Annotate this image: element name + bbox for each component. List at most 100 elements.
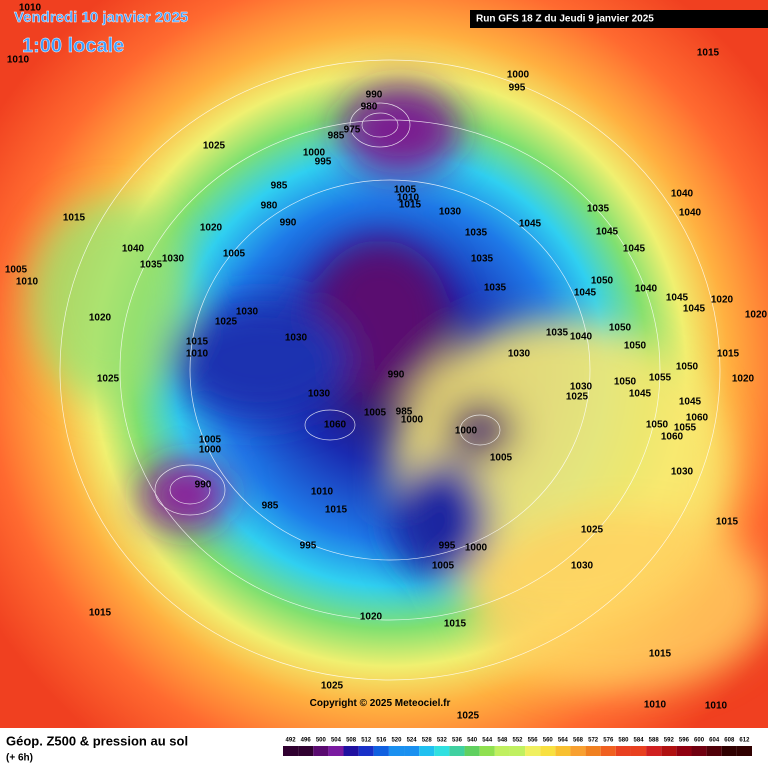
scale-cell	[449, 746, 465, 756]
scale-label: 612	[739, 738, 750, 744]
scale-cell	[585, 746, 601, 756]
pressure-label: 995	[439, 541, 456, 552]
pressure-label: 1010	[7, 55, 30, 66]
scale-cell	[540, 746, 556, 756]
pressure-label: 1010	[186, 349, 209, 360]
scale-label: 500	[316, 738, 327, 744]
pressure-label: 980	[261, 201, 278, 212]
pressure-label: 1020	[745, 310, 768, 321]
pressure-label: 1045	[623, 244, 646, 255]
scale-label: 604	[709, 738, 720, 744]
pressure-label: 1025	[321, 681, 344, 692]
forecast-time: 1:00 locale	[22, 35, 124, 57]
pressure-label: 1030	[671, 467, 694, 478]
scale-cell	[464, 746, 480, 756]
pressure-label: 1060	[686, 413, 709, 424]
pressure-label: 1015	[186, 337, 209, 348]
scale-cell	[388, 746, 405, 756]
scale-cell	[570, 746, 586, 756]
pressure-label: 1005	[223, 249, 246, 260]
pressure-label: 1045	[679, 397, 702, 408]
pressure-label: 1005	[5, 265, 28, 276]
scale-cell	[555, 746, 571, 756]
pressure-label: 1000	[401, 415, 424, 426]
scale-label: 596	[679, 738, 690, 744]
pressure-label: 1015	[717, 349, 740, 360]
scale-label: 600	[694, 738, 705, 744]
scale-cell	[358, 746, 374, 756]
scale-cell	[298, 746, 314, 756]
scale-label: 552	[512, 738, 523, 744]
pressure-label: 1000	[455, 426, 478, 437]
pressure-label: 1050	[591, 276, 614, 287]
pressure-label: 1015	[444, 619, 467, 630]
pressure-label: 1055	[674, 423, 697, 434]
pressure-label: 1020	[89, 313, 112, 324]
pressure-label: 1035	[587, 204, 610, 215]
pressure-label: 990	[388, 370, 405, 381]
scale-cell	[419, 746, 435, 756]
pressure-label: 1050	[646, 420, 669, 431]
pressure-label: 1040	[635, 284, 658, 295]
pressure-label: 1035	[546, 328, 569, 339]
pressure-label: 1045	[596, 227, 619, 238]
pressure-label: 1005	[199, 435, 222, 446]
scale-cell	[615, 746, 631, 756]
pressure-label: 995	[300, 541, 317, 552]
scale-label: 536	[452, 738, 463, 744]
scale-cell	[630, 746, 647, 756]
scale-label: 580	[618, 738, 629, 744]
pressure-label: 1030	[285, 333, 308, 344]
pressure-label: 1025	[203, 141, 226, 152]
pressure-label: 1010	[19, 3, 42, 14]
scale-cell	[313, 746, 329, 756]
scale-label: 568	[573, 738, 584, 744]
scale-cell	[736, 746, 752, 756]
pressure-label: 1030	[508, 349, 531, 360]
pressure-label: 1015	[63, 213, 86, 224]
pressure-label: 1040	[679, 208, 702, 219]
scale-label: 504	[331, 738, 342, 744]
color-scale: 492 496 500 504 508 512 516 520 524 528 532 536 540 5…	[283, 738, 752, 756]
pressure-label: 1025	[457, 711, 480, 722]
pressure-label: 1030	[571, 561, 594, 572]
pressure-label: 1015	[649, 649, 672, 660]
scale-cell	[434, 746, 450, 756]
scale-label: 548	[497, 738, 508, 744]
pressure-label: 1035	[484, 283, 507, 294]
pressure-label: 985	[262, 501, 279, 512]
pressure-label: 1060	[324, 420, 347, 431]
scale-cell	[646, 746, 662, 756]
pressure-label: 1045	[519, 219, 542, 230]
pressure-label: 1025	[215, 317, 238, 328]
pressure-label: 1030	[308, 389, 331, 400]
scale-label: 492	[286, 738, 297, 744]
pressure-label: 1020	[711, 295, 734, 306]
scale-label: 588	[649, 738, 660, 744]
scale-cell	[343, 746, 359, 756]
scale-label: 560	[543, 738, 554, 744]
scale-cell	[328, 746, 344, 756]
pressure-label: 1045	[629, 389, 652, 400]
pressure-label: 1000	[303, 148, 326, 159]
pressure-label: 1015	[399, 200, 422, 211]
scale-label: 556	[528, 738, 539, 744]
pressure-label: 985	[271, 181, 288, 192]
pressure-label: 1025	[581, 525, 604, 536]
pressure-label: 1010	[311, 487, 334, 498]
scale-cell	[373, 746, 389, 756]
forecast-date: Vendredi 10 janvier 2025	[14, 9, 188, 26]
pressure-label: 975	[344, 125, 361, 136]
scale-cell	[479, 746, 495, 756]
pressure-label: 1010	[397, 193, 420, 204]
pressure-label: 1010	[705, 701, 728, 712]
legend-title: Géop. Z500 & pression au sol	[6, 733, 188, 748]
copyright: Copyright © 2025 Meteociel.fr	[310, 698, 451, 709]
scale-label: 508	[346, 738, 357, 744]
pressure-label: 990	[280, 218, 297, 229]
pressure-label: 1030	[570, 382, 593, 393]
pressure-label: 1040	[122, 244, 145, 255]
pressure-label: 1055	[649, 373, 672, 384]
pressure-label: 995	[509, 83, 526, 94]
